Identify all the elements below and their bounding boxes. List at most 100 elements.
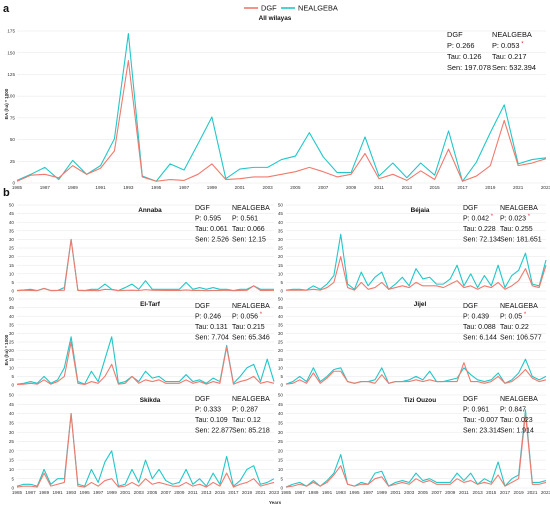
chart-tiziouzou: 0 5 10 15 20 25 30 35 40 45 50 1985 1987 1989 1991 1993… xyxy=(278,393,550,495)
y-tick-label: 50 xyxy=(10,137,16,142)
x-tick-label: 1993 xyxy=(336,490,347,495)
y-tick-label: 15 xyxy=(9,263,15,268)
series-line-nealgeba xyxy=(16,413,275,487)
stats-header-dgf: DGF xyxy=(195,396,210,403)
stats-header-dgf: DGF xyxy=(463,205,478,212)
x-tick-label: 1985 xyxy=(12,185,23,190)
x-tick-label: 2023 xyxy=(269,490,280,495)
y-tick-label: 25 xyxy=(9,340,15,345)
x-tick-label: 2013 xyxy=(402,185,413,190)
x-tick-label: 1991 xyxy=(95,185,106,190)
stats-header-nealgeba: NEALGEBA xyxy=(232,205,270,212)
significance-star: * xyxy=(526,214,531,220)
stat-dgf-1: Tau: 0.088 xyxy=(463,324,496,331)
stats-header-nealgeba: NEALGEBA xyxy=(232,396,270,403)
chart-jijel: 0 5 10 15 20 25 30 35 40 45 50 Jijel DGF NEALGEBA P: 0… xyxy=(278,297,547,388)
stat-nealgeba-2: Sen: 1.914 xyxy=(500,428,534,435)
series-line-nealgeba xyxy=(16,33,547,182)
stats-header-nealgeba: NEALGEBA xyxy=(500,303,538,310)
stat-nealgeba-2: Sen: 65.346 xyxy=(232,335,270,342)
stat-dgf-2: Sen: 197.078 xyxy=(447,63,491,72)
chart-title: Tizi Ouzou xyxy=(404,397,436,404)
series-line-dgf xyxy=(16,238,275,292)
x-tick-label: 2019 xyxy=(485,185,496,190)
stat-nealgeba-2: Sen: 181.651 xyxy=(500,237,542,244)
y-tick-label: 40 xyxy=(278,220,284,225)
y-tick-label: 25 xyxy=(10,159,16,164)
x-tick-label: 1999 xyxy=(207,185,218,190)
y-tick-label: 0 xyxy=(11,486,14,491)
y-tick-label: 20 xyxy=(9,254,15,259)
panel-label-a: a xyxy=(3,3,10,15)
x-tick-label: 2007 xyxy=(161,490,172,495)
x-tick-label: 1999 xyxy=(377,490,388,495)
significance-star: * xyxy=(520,42,525,48)
chart-title: Skikda xyxy=(140,397,161,404)
y-tick-label: 35 xyxy=(278,322,284,327)
x-tick-label: 2005 xyxy=(418,490,429,495)
legend: DGF NEALGEBA xyxy=(244,4,338,13)
x-tick-label: 1989 xyxy=(308,490,319,495)
x-tick-label: 2023 xyxy=(541,185,550,190)
panel-label-b: b xyxy=(3,187,10,199)
series-line-dgf xyxy=(285,413,547,488)
x-tick-label: 2015 xyxy=(215,490,226,495)
stat-dgf-2: Sen: 2.526 xyxy=(195,237,229,244)
stat-nealgeba-0: P: 0.561 xyxy=(232,216,258,223)
x-tick-label: 1985 xyxy=(12,490,23,495)
stat-nealgeba-2: Sen: 85.218 xyxy=(232,428,270,435)
y-tick-label: 0 xyxy=(11,289,14,294)
y-tick-label: 30 xyxy=(278,237,284,242)
series-line-dgf xyxy=(286,256,547,291)
x-tick-label: 2021 xyxy=(255,490,266,495)
series-line-nealgeba xyxy=(16,238,274,292)
y-tick-label: 50 xyxy=(278,203,284,208)
y-tick-label: 0 xyxy=(11,383,14,388)
legend-nealgeba-label: NEALGEBA xyxy=(298,4,338,13)
y-tick-label: 75 xyxy=(10,115,16,120)
y-tick-label: 15 xyxy=(278,357,284,362)
series-line-dgf xyxy=(16,341,275,386)
y-tick-label: 40 xyxy=(9,314,15,319)
y-tick-label: 30 xyxy=(278,331,284,336)
y-tick-label: 45 xyxy=(9,211,15,216)
stats-header-dgf: DGF xyxy=(195,303,210,310)
x-tick-label: 1999 xyxy=(107,490,118,495)
x-tick-label: 2009 xyxy=(174,490,185,495)
y-tick-label: 100 xyxy=(7,94,15,99)
y-tick-label: 30 xyxy=(9,430,15,435)
y-tick-label: 50 xyxy=(9,393,15,398)
y-tick-label: 50 xyxy=(9,297,15,302)
y-tick-label: 5 xyxy=(280,280,283,285)
series-line-nealgeba xyxy=(16,336,275,385)
x-tick-label: 1989 xyxy=(68,185,79,190)
y-tick-label: 25 xyxy=(278,340,284,345)
stat-nealgeba-0: P: 0.056 * xyxy=(232,312,263,321)
series-line-dgf xyxy=(16,59,547,182)
stats-header-nealgeba: NEALGEBA xyxy=(232,303,270,310)
chart-title: Jijel xyxy=(414,301,427,308)
y-tick-label: 50 xyxy=(278,393,284,398)
y-tick-label: 20 xyxy=(278,448,284,453)
y-tick-label: 40 xyxy=(278,314,284,319)
stat-dgf-1: Tau: 0.109 xyxy=(195,417,228,424)
stat-dgf-1: Tau: 0.228 xyxy=(463,226,496,233)
x-tick-label: 2007 xyxy=(318,185,329,190)
x-tick-label: 1995 xyxy=(80,490,91,495)
y-tick-label: 25 xyxy=(9,439,15,444)
stat-dgf-2: Sen: 6.144 xyxy=(463,335,497,342)
x-tick-label: 2003 xyxy=(404,490,415,495)
x-tick-label: 2011 xyxy=(459,490,469,495)
x-tick-label: 2017 xyxy=(457,185,468,190)
x-tick-label: 2009 xyxy=(346,185,357,190)
stat-dgf-2: Sen: 22.877 xyxy=(195,428,233,435)
y-tick-label: 40 xyxy=(9,220,15,225)
chart-title: El-Tarf xyxy=(140,301,161,308)
y-tick-label: 20 xyxy=(278,348,284,353)
chart-bejaia: 0 5 10 15 20 25 30 35 40 45 50 Béjaia DGF NEALGEBA P: … xyxy=(278,203,547,294)
y-tick-label: 40 xyxy=(278,411,284,416)
chart-eltarf: 0 5 10 15 20 25 30 35 40 45 50 El-Tarf DGF NEALGEBA P:… xyxy=(9,297,275,388)
x-tick-label: 2021 xyxy=(527,490,538,495)
